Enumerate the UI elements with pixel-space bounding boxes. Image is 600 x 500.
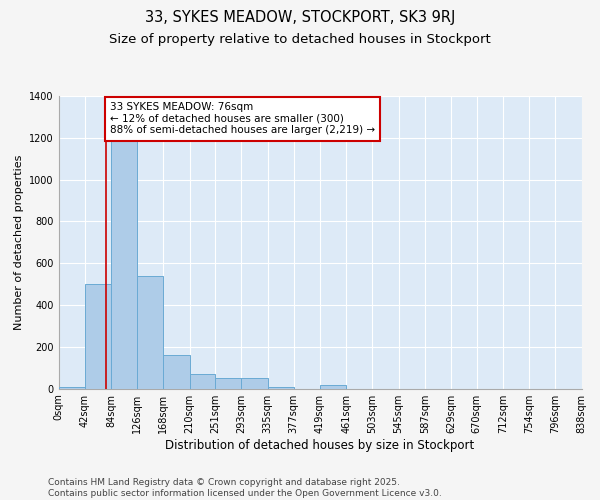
Bar bbox=[190, 374, 215, 388]
Y-axis label: Number of detached properties: Number of detached properties bbox=[14, 154, 23, 330]
Bar bbox=[163, 356, 190, 388]
Bar bbox=[111, 128, 137, 388]
Bar bbox=[215, 378, 241, 388]
Bar bbox=[59, 386, 85, 388]
Bar bbox=[320, 384, 346, 388]
Bar bbox=[268, 386, 294, 388]
Text: 33 SYKES MEADOW: 76sqm
← 12% of detached houses are smaller (300)
88% of semi-de: 33 SYKES MEADOW: 76sqm ← 12% of detached… bbox=[110, 102, 375, 136]
Text: Size of property relative to detached houses in Stockport: Size of property relative to detached ho… bbox=[109, 32, 491, 46]
Bar bbox=[241, 378, 268, 388]
Text: 33, SYKES MEADOW, STOCKPORT, SK3 9RJ: 33, SYKES MEADOW, STOCKPORT, SK3 9RJ bbox=[145, 10, 455, 25]
X-axis label: Distribution of detached houses by size in Stockport: Distribution of detached houses by size … bbox=[166, 438, 475, 452]
Bar bbox=[137, 276, 163, 388]
Bar bbox=[85, 284, 111, 389]
Text: Contains HM Land Registry data © Crown copyright and database right 2025.
Contai: Contains HM Land Registry data © Crown c… bbox=[48, 478, 442, 498]
